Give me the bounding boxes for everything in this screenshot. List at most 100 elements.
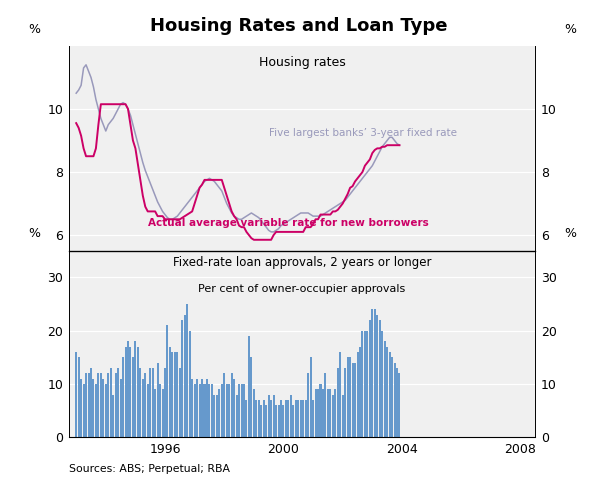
Bar: [236, 395, 237, 437]
Bar: [361, 331, 364, 437]
Bar: [317, 389, 319, 437]
Bar: [245, 400, 248, 437]
Bar: [147, 384, 149, 437]
Bar: [78, 357, 80, 437]
Bar: [80, 379, 82, 437]
Bar: [105, 384, 107, 437]
Bar: [337, 368, 339, 437]
Bar: [142, 379, 144, 437]
Bar: [334, 389, 336, 437]
Bar: [166, 326, 169, 437]
Bar: [381, 331, 383, 437]
Bar: [285, 400, 287, 437]
Bar: [186, 304, 188, 437]
Bar: [325, 373, 327, 437]
Bar: [115, 373, 117, 437]
Bar: [384, 341, 386, 437]
Bar: [304, 400, 307, 437]
Bar: [238, 384, 240, 437]
Bar: [277, 405, 279, 437]
Bar: [354, 363, 356, 437]
Bar: [184, 315, 186, 437]
Bar: [344, 368, 346, 437]
Bar: [356, 352, 359, 437]
Bar: [275, 405, 277, 437]
Bar: [211, 384, 213, 437]
Bar: [258, 400, 260, 437]
Bar: [248, 336, 250, 437]
Text: %: %: [564, 23, 576, 36]
Bar: [349, 357, 351, 437]
Bar: [268, 395, 270, 437]
Bar: [398, 373, 401, 437]
Bar: [196, 379, 198, 437]
Bar: [218, 389, 220, 437]
Bar: [391, 357, 393, 437]
Bar: [315, 389, 316, 437]
Bar: [107, 373, 109, 437]
Bar: [386, 347, 388, 437]
Bar: [159, 384, 161, 437]
Bar: [265, 405, 267, 437]
Bar: [369, 320, 371, 437]
Text: Fixed-rate loan approvals, 2 years or longer: Fixed-rate loan approvals, 2 years or lo…: [173, 256, 431, 270]
Bar: [176, 352, 178, 437]
Bar: [396, 368, 398, 437]
Bar: [109, 368, 112, 437]
Bar: [295, 400, 297, 437]
Bar: [132, 357, 134, 437]
Bar: [206, 379, 208, 437]
Bar: [379, 320, 381, 437]
Bar: [352, 363, 353, 437]
Bar: [112, 395, 114, 437]
Bar: [93, 379, 94, 437]
Text: Sources: ABS; Perpetual; RBA: Sources: ABS; Perpetual; RBA: [69, 464, 230, 474]
Bar: [273, 395, 274, 437]
Bar: [172, 352, 173, 437]
Bar: [181, 320, 184, 437]
Bar: [152, 368, 154, 437]
Bar: [359, 347, 361, 437]
Bar: [389, 352, 390, 437]
Bar: [216, 395, 218, 437]
Bar: [233, 379, 235, 437]
Bar: [282, 405, 285, 437]
Bar: [137, 347, 139, 437]
Text: %: %: [28, 23, 40, 36]
Bar: [164, 368, 166, 437]
Bar: [95, 384, 97, 437]
Bar: [263, 400, 265, 437]
Bar: [307, 373, 309, 437]
Bar: [102, 379, 104, 437]
Bar: [127, 341, 129, 437]
Bar: [329, 389, 331, 437]
Bar: [240, 384, 243, 437]
Text: Housing Rates and Loan Type: Housing Rates and Loan Type: [150, 17, 448, 35]
Text: %: %: [564, 227, 576, 240]
Bar: [319, 384, 322, 437]
Bar: [243, 384, 245, 437]
Bar: [228, 384, 230, 437]
Bar: [255, 400, 257, 437]
Bar: [203, 384, 206, 437]
Bar: [87, 373, 90, 437]
Bar: [124, 347, 127, 437]
Text: Actual average variable rate for new borrowers: Actual average variable rate for new bor…: [148, 218, 428, 228]
Bar: [189, 331, 191, 437]
Bar: [169, 347, 171, 437]
Bar: [270, 400, 272, 437]
Bar: [199, 384, 200, 437]
Bar: [251, 357, 252, 437]
Bar: [135, 341, 136, 437]
Bar: [260, 405, 263, 437]
Bar: [179, 368, 181, 437]
Text: Housing rates: Housing rates: [258, 56, 346, 69]
Bar: [253, 389, 255, 437]
Bar: [120, 379, 121, 437]
Bar: [225, 384, 228, 437]
Bar: [341, 395, 344, 437]
Bar: [339, 352, 341, 437]
Bar: [297, 400, 300, 437]
Bar: [129, 347, 132, 437]
Bar: [347, 357, 349, 437]
